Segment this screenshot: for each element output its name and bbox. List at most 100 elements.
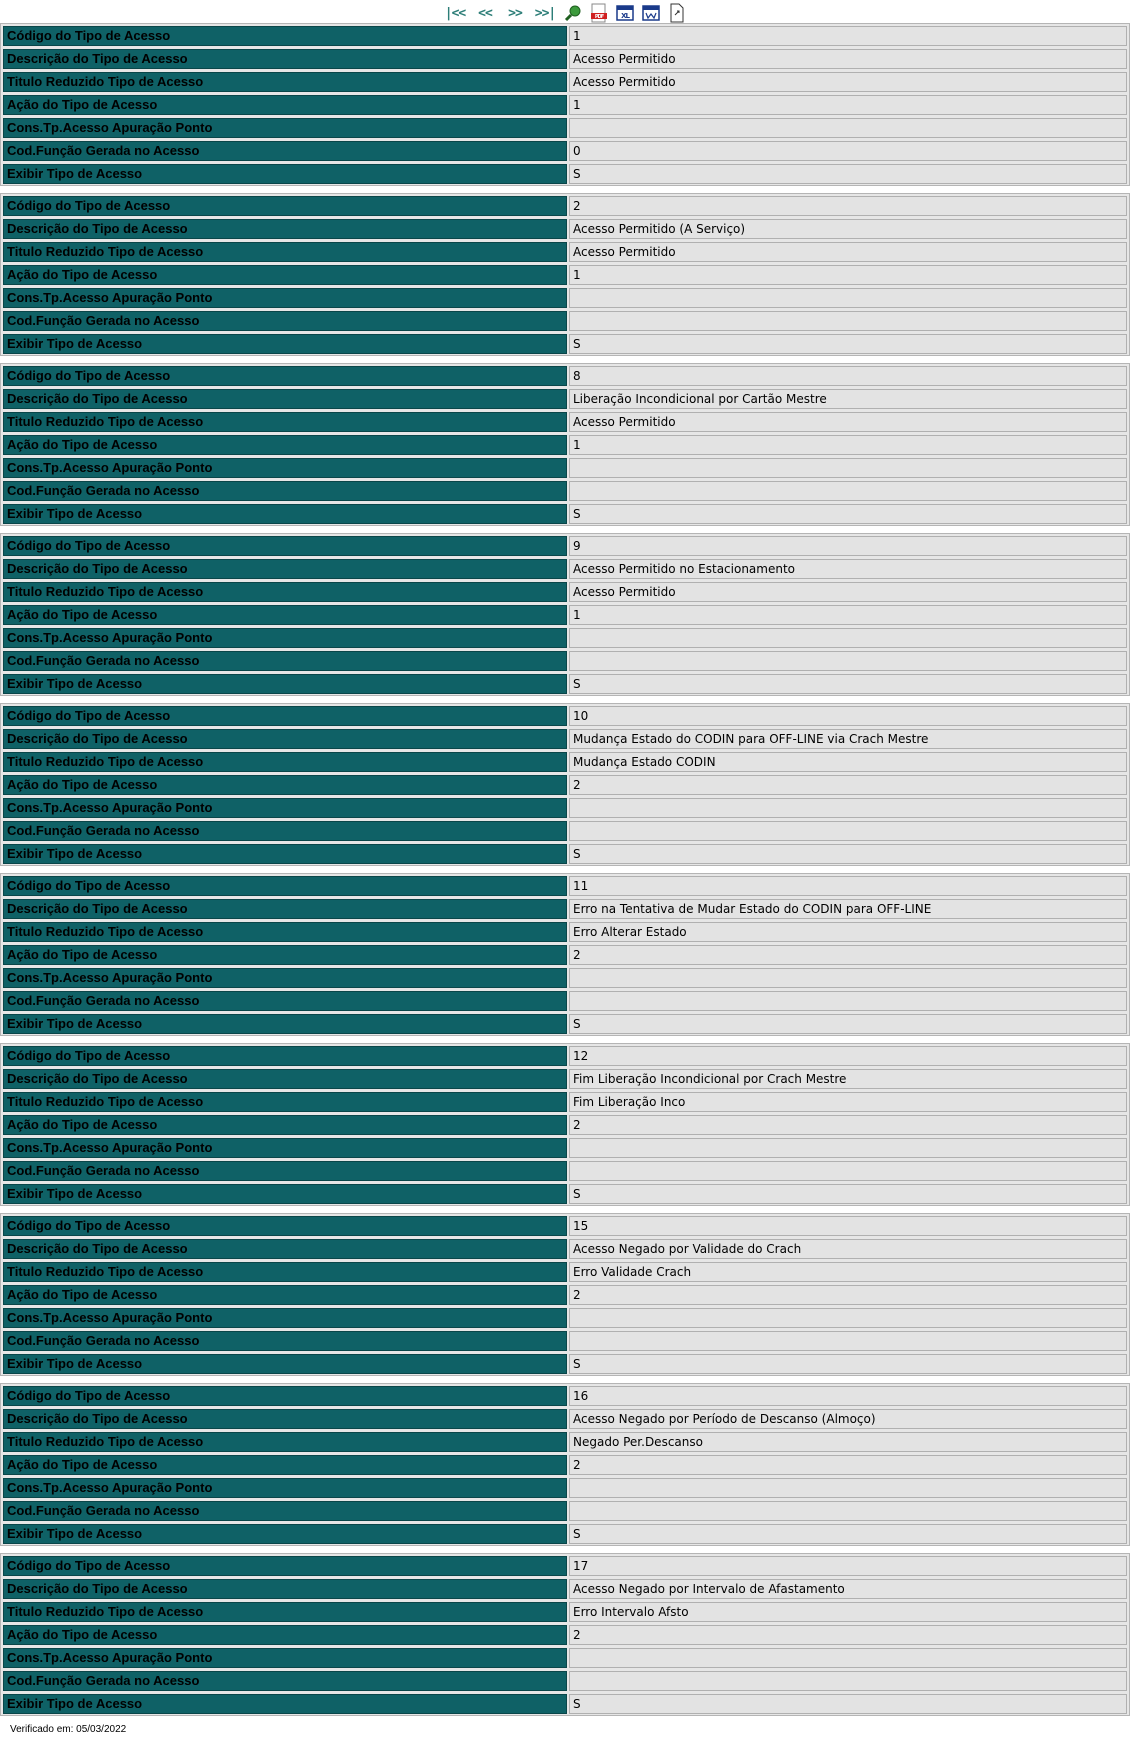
field-value: S <box>569 164 1127 184</box>
field-value: Acesso Permitido no Estacionamento <box>569 559 1127 579</box>
field-row-acao: Ação do Tipo de Acesso 1 <box>3 95 1127 115</box>
field-value <box>569 821 1127 841</box>
field-row-cons: Cons.Tp.Acesso Apuração Ponto <box>3 458 1127 478</box>
field-value: 2 <box>569 1625 1127 1645</box>
field-row-titulo: Titulo Reduzido Tipo de Acesso Mudança Es… <box>3 752 1127 772</box>
field-label: Cod.Função Gerada no Acesso <box>3 141 567 161</box>
field-label: Exibir Tipo de Acesso <box>3 1184 567 1204</box>
record-block: Código do Tipo de Acesso 17 Descrição do T… <box>0 1553 1130 1716</box>
field-row-descricao: Descrição do Tipo de Acesso Acesso Permit… <box>3 49 1127 69</box>
field-value <box>569 968 1127 988</box>
field-label: Código do Tipo de Acesso <box>3 366 567 386</box>
word-export-icon[interactable] <box>641 3 661 23</box>
pdf-export-icon[interactable]: PDF <box>589 3 609 23</box>
field-value: 1 <box>569 605 1127 625</box>
field-label: Exibir Tipo de Acesso <box>3 1694 567 1714</box>
field-label: Exibir Tipo de Acesso <box>3 674 567 694</box>
field-label: Descrição do Tipo de Acesso <box>3 729 567 749</box>
next-page-button[interactable]: >> <box>508 5 523 21</box>
field-label: Cod.Função Gerada no Acesso <box>3 991 567 1011</box>
field-row-codfuncao: Cod.Função Gerada no Acesso 0 <box>3 141 1127 161</box>
field-row-codfuncao: Cod.Função Gerada no Acesso <box>3 651 1127 671</box>
field-label: Descrição do Tipo de Acesso <box>3 219 567 239</box>
field-value: 1 <box>569 435 1127 455</box>
field-row-acao: Ação do Tipo de Acesso 2 <box>3 775 1127 795</box>
record-block: Código do Tipo de Acesso 12 Descrição do T… <box>0 1043 1130 1206</box>
field-value <box>569 651 1127 671</box>
field-label: Cons.Tp.Acesso Apuração Ponto <box>3 458 567 478</box>
field-row-codigo: Código do Tipo de Acesso 2 <box>3 196 1127 216</box>
last-page-button[interactable]: >>| <box>534 5 556 21</box>
field-value <box>569 628 1127 648</box>
previous-page-button[interactable]: << <box>478 5 493 21</box>
field-value: S <box>569 504 1127 524</box>
field-value: 9 <box>569 536 1127 556</box>
field-label: Titulo Reduzido Tipo de Acesso <box>3 1092 567 1112</box>
field-row-descricao: Descrição do Tipo de Acesso Erro na Tenta… <box>3 899 1127 919</box>
field-value <box>569 311 1127 331</box>
field-row-descricao: Descrição do Tipo de Acesso Acesso Negado… <box>3 1579 1127 1599</box>
field-label: Ação do Tipo de Acesso <box>3 605 567 625</box>
search-icon[interactable] <box>563 3 583 23</box>
field-label: Ação do Tipo de Acesso <box>3 95 567 115</box>
field-label: Cons.Tp.Acesso Apuração Ponto <box>3 968 567 988</box>
field-label: Titulo Reduzido Tipo de Acesso <box>3 1602 567 1622</box>
field-label: Descrição do Tipo de Acesso <box>3 1579 567 1599</box>
field-row-descricao: Descrição do Tipo de Acesso Acesso Permit… <box>3 219 1127 239</box>
field-row-codigo: Código do Tipo de Acesso 8 <box>3 366 1127 386</box>
field-row-acao: Ação do Tipo de Acesso 2 <box>3 1455 1127 1475</box>
field-label: Exibir Tipo de Acesso <box>3 844 567 864</box>
field-label: Cons.Tp.Acesso Apuração Ponto <box>3 1308 567 1328</box>
field-label: Exibir Tipo de Acesso <box>3 1354 567 1374</box>
verified-date: Verificado em: 05/03/2022 <box>10 1724 127 1735</box>
field-value <box>569 288 1127 308</box>
field-value: Acesso Permitido (A Serviço) <box>569 219 1127 239</box>
field-label: Cons.Tp.Acesso Apuração Ponto <box>3 1478 567 1498</box>
field-label: Código do Tipo de Acesso <box>3 1386 567 1406</box>
field-value: 2 <box>569 775 1127 795</box>
field-label: Código do Tipo de Acesso <box>3 1046 567 1066</box>
field-label: Cod.Função Gerada no Acesso <box>3 1331 567 1351</box>
field-value: 2 <box>569 196 1127 216</box>
field-row-codigo: Código do Tipo de Acesso 9 <box>3 536 1127 556</box>
field-row-codfuncao: Cod.Função Gerada no Acesso <box>3 1331 1127 1351</box>
field-row-acao: Ação do Tipo de Acesso 1 <box>3 435 1127 455</box>
field-value <box>569 798 1127 818</box>
field-value <box>569 481 1127 501</box>
field-label: Titulo Reduzido Tipo de Acesso <box>3 582 567 602</box>
field-value: Erro na Tentativa de Mudar Estado do COD… <box>569 899 1127 919</box>
field-value: S <box>569 1524 1127 1544</box>
field-label: Exibir Tipo de Acesso <box>3 334 567 354</box>
field-value: 0 <box>569 141 1127 161</box>
field-label: Ação do Tipo de Acesso <box>3 945 567 965</box>
first-page-button[interactable]: |<< <box>444 5 466 21</box>
field-value: 17 <box>569 1556 1127 1576</box>
field-row-acao: Ação do Tipo de Acesso 2 <box>3 1285 1127 1305</box>
field-row-codigo: Código do Tipo de Acesso 17 <box>3 1556 1127 1576</box>
field-label: Titulo Reduzido Tipo de Acesso <box>3 1432 567 1452</box>
field-label: Código do Tipo de Acesso <box>3 706 567 726</box>
excel-export-icon[interactable]: XL <box>615 3 635 23</box>
field-row-codigo: Código do Tipo de Acesso 10 <box>3 706 1127 726</box>
field-label: Titulo Reduzido Tipo de Acesso <box>3 72 567 92</box>
field-label: Ação do Tipo de Acesso <box>3 1115 567 1135</box>
field-row-titulo: Titulo Reduzido Tipo de Acesso Acesso Per… <box>3 412 1127 432</box>
field-row-exibir: Exibir Tipo de Acesso S <box>3 1694 1127 1714</box>
field-value: Acesso Permitido <box>569 72 1127 92</box>
field-row-cons: Cons.Tp.Acesso Apuração Ponto <box>3 1308 1127 1328</box>
field-label: Cons.Tp.Acesso Apuração Ponto <box>3 1648 567 1668</box>
field-value: Mudança Estado CODIN <box>569 752 1127 772</box>
field-row-exibir: Exibir Tipo de Acesso S <box>3 1184 1127 1204</box>
field-row-cons: Cons.Tp.Acesso Apuração Ponto <box>3 288 1127 308</box>
field-value <box>569 1478 1127 1498</box>
record-block: Código do Tipo de Acesso 16 Descrição do T… <box>0 1383 1130 1546</box>
field-row-descricao: Descrição do Tipo de Acesso Fim Liberação… <box>3 1069 1127 1089</box>
field-value <box>569 1671 1127 1691</box>
field-row-exibir: Exibir Tipo de Acesso S <box>3 504 1127 524</box>
field-row-descricao: Descrição do Tipo de Acesso Acesso Negado… <box>3 1409 1127 1429</box>
field-row-codigo: Código do Tipo de Acesso 1 <box>3 26 1127 46</box>
field-label: Ação do Tipo de Acesso <box>3 1285 567 1305</box>
field-row-titulo: Titulo Reduzido Tipo de Acesso Erro Valid… <box>3 1262 1127 1282</box>
export-document-icon[interactable] <box>667 3 687 23</box>
toolbar: |<< << >> >>| PDF XL <box>0 0 1130 26</box>
